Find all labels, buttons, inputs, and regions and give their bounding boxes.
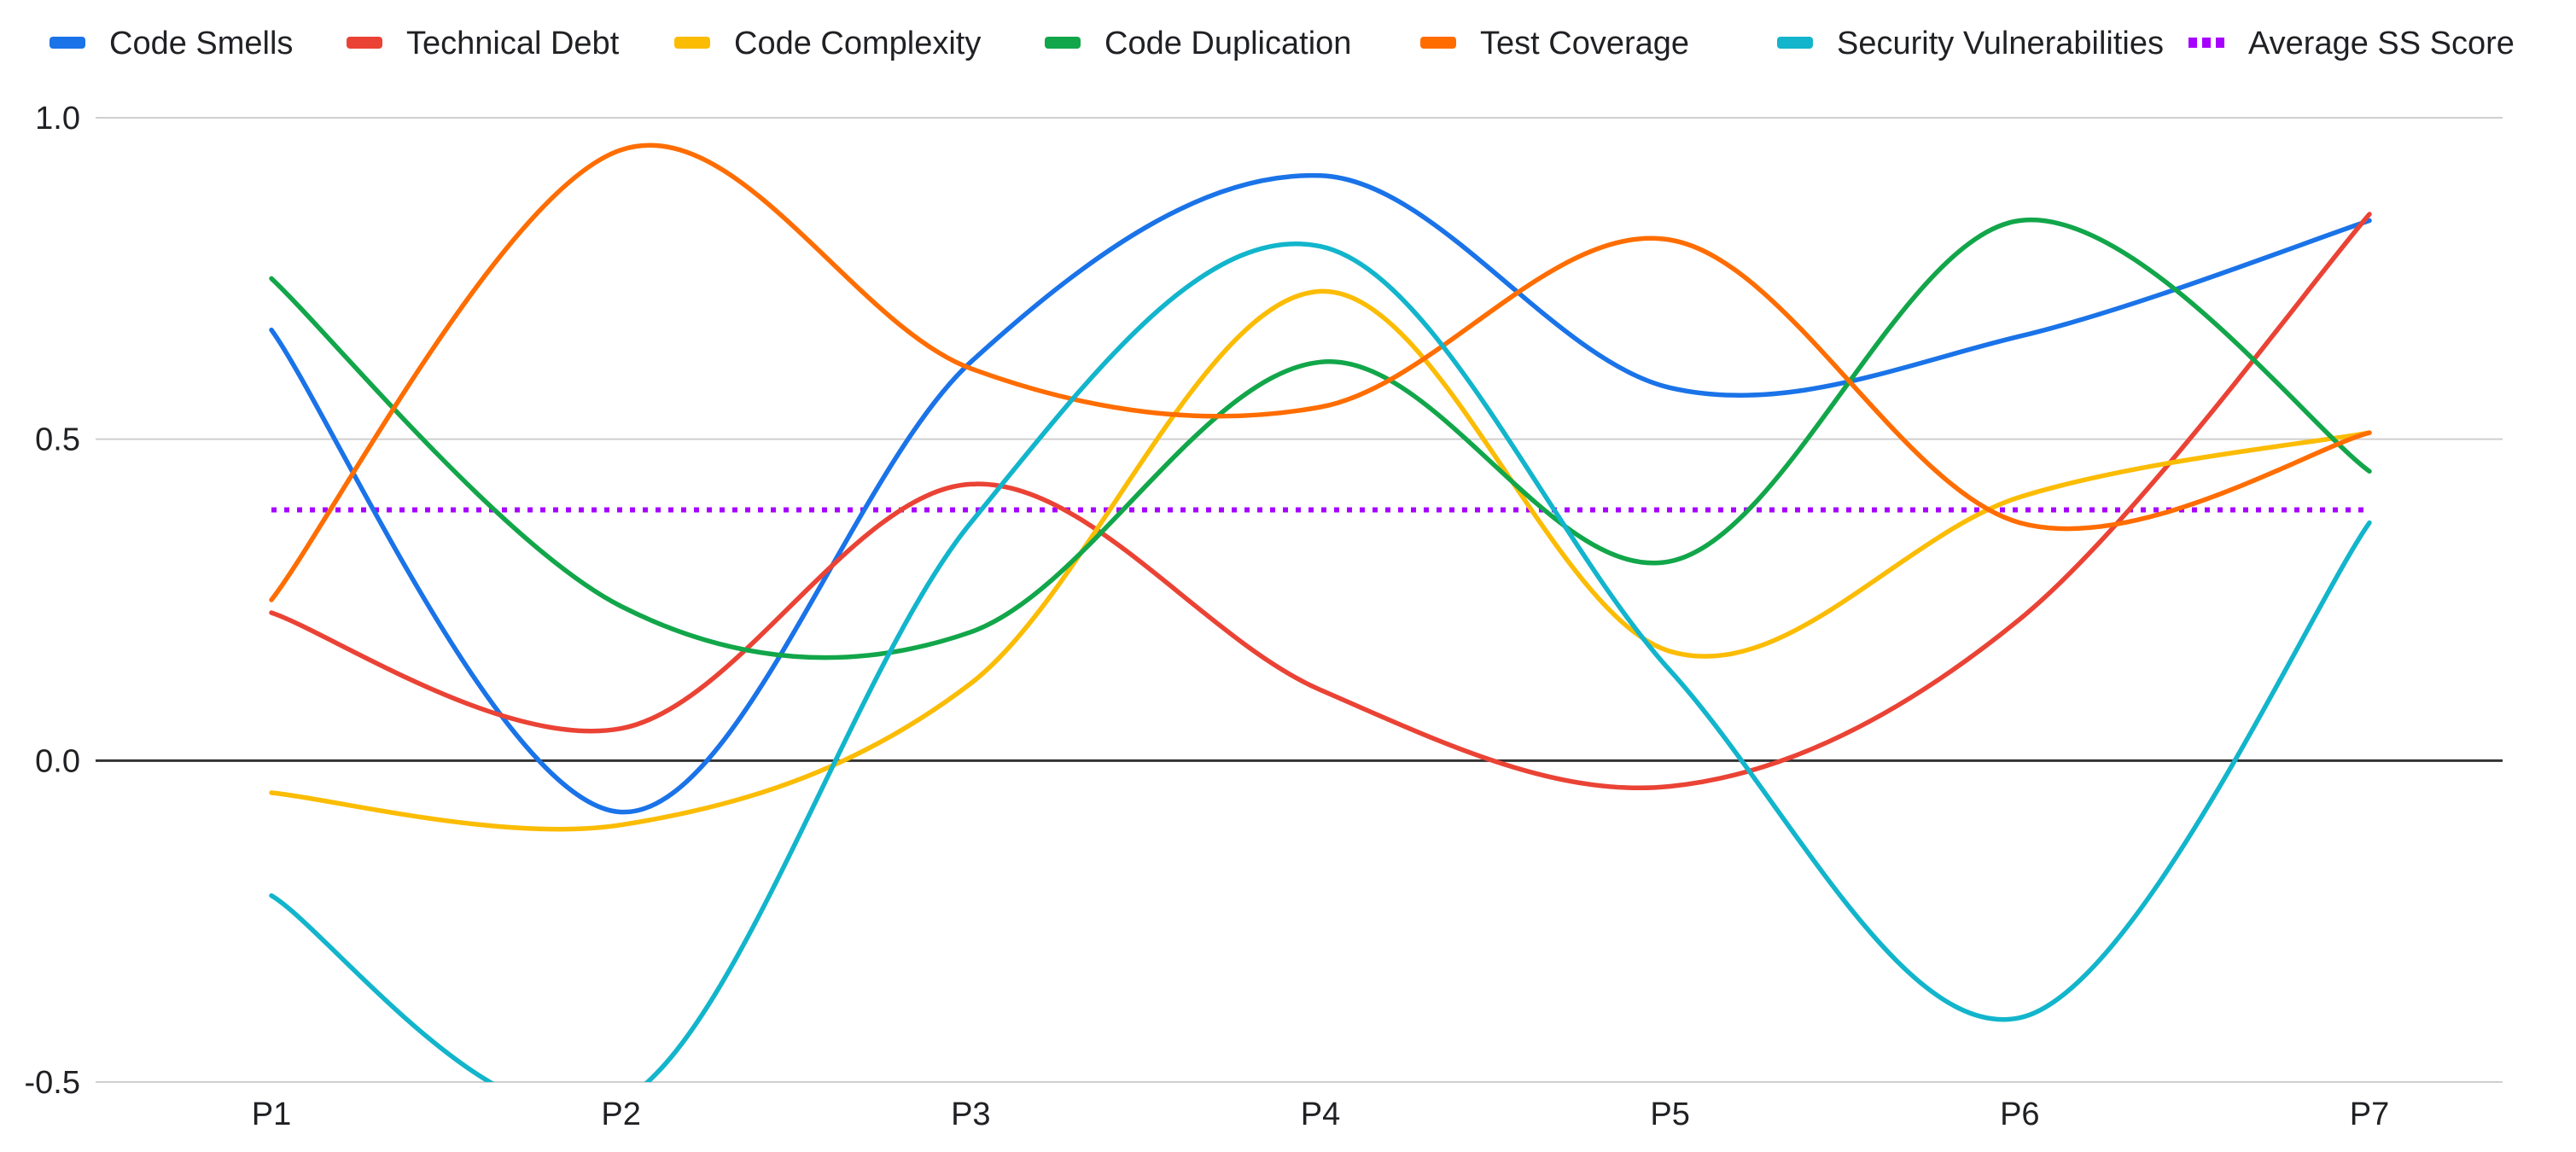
x-axis: P1 P2 P3 P4 P5 P6 P7 <box>252 1097 2389 1132</box>
legend-swatch <box>50 37 85 49</box>
legend-item-average-ss-score[interactable]: Average SS Score <box>2188 26 2515 61</box>
series-security-vulnerabilities-line <box>269 241 2372 1082</box>
legend-label: Test Coverage <box>1480 26 1689 61</box>
y-tick-label: 0.5 <box>35 422 80 458</box>
x-tick-label: P6 <box>2000 1097 2039 1132</box>
y-tick-label: -0.5 <box>25 1065 80 1101</box>
legend-swatch <box>674 37 710 49</box>
legend-item-security-vulnerabilities[interactable]: Security Vulnerabilities <box>1777 26 2164 61</box>
series-code-duplication-line <box>269 217 2372 660</box>
series-code-complexity-line <box>269 288 2372 832</box>
y-tick-label: 0.0 <box>35 743 80 779</box>
legend-item-test-coverage[interactable]: Test Coverage <box>1420 26 1689 61</box>
x-tick-label: P7 <box>2350 1097 2389 1132</box>
legend-swatch <box>347 37 382 49</box>
legend-item-code-duplication[interactable]: Code Duplication <box>1045 26 1351 61</box>
x-tick-label: P2 <box>601 1097 640 1132</box>
series-technical-debt-line <box>269 212 2372 791</box>
legend-label: Technical Debt <box>406 26 620 61</box>
legend-swatch-dot <box>2216 38 2224 48</box>
legend-swatch-dot <box>2188 38 2197 48</box>
series-code-smells-line <box>269 172 2372 815</box>
legend-item-code-smells[interactable]: Code Smells <box>50 26 293 61</box>
legend-label: Average SS Score <box>2248 26 2515 61</box>
legend-label: Code Duplication <box>1104 26 1351 61</box>
legend-label: Security Vulnerabilities <box>1837 26 2164 61</box>
legend-swatch-dot <box>2202 38 2211 48</box>
x-tick-label: P5 <box>1650 1097 1689 1132</box>
series-test-coverage-line <box>269 143 2372 602</box>
chart-series <box>269 143 2372 1082</box>
legend-item-code-complexity[interactable]: Code Complexity <box>674 26 981 61</box>
legend-swatch <box>1777 37 1813 49</box>
x-tick-label: P4 <box>1301 1097 1340 1132</box>
x-tick-label: P1 <box>252 1097 291 1132</box>
legend-swatch <box>1045 37 1081 49</box>
legend-label: Code Complexity <box>734 26 981 61</box>
chart-legend: Code Smells Technical Debt Code Complexity… <box>50 26 2515 61</box>
legend-swatch <box>1420 37 1456 49</box>
y-axis: 1.0 0.5 0.0 -0.5 <box>25 101 80 1101</box>
legend-item-technical-debt[interactable]: Technical Debt <box>347 26 620 61</box>
x-tick-label: P3 <box>951 1097 990 1132</box>
legend-label: Code Smells <box>109 26 293 61</box>
chart-gridlines <box>96 117 2503 1083</box>
y-tick-label: 1.0 <box>35 101 80 137</box>
